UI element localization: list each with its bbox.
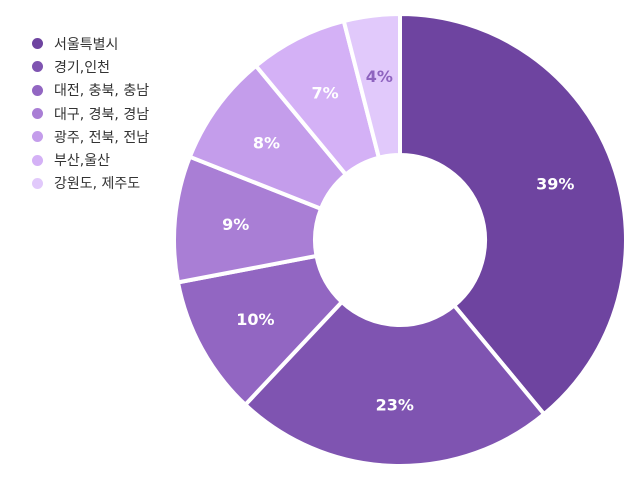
slice-gangwon-jeju [341,12,402,160]
legend-label: 서울특별시 [54,36,119,53]
slice-seoul [398,12,628,417]
legend-label: 부산,울산 [54,153,110,170]
legend-item-daegu-gyeongbuk-gyeongnam: 대구, 경북, 경남 [32,102,149,125]
slice-label-gwangju-jeonbuk-jeonnam: 8% [253,134,280,153]
legend-label: 경기,인천 [54,59,110,76]
legend-dot-icon [32,177,43,189]
legend-dot-icon [32,154,43,166]
slice-label-busan-ulsan: 7% [312,83,339,102]
legend-item-gangwon-jeju: 강원도, 제주도 [32,172,149,195]
slice-labels: 39% 23% 10% 9% 8% 7% 4% [222,67,574,415]
slice-label-gyeonggi-incheon: 23% [376,395,414,414]
donut-slices [172,12,628,468]
legend-label: 광주, 전북, 전남 [54,129,150,146]
legend-dot-icon [32,131,43,143]
legend-item-gwangju-jeonbuk-jeonnam: 광주, 전북, 전남 [32,125,149,148]
slice-daejeon-chungbuk-chungnam [176,253,344,407]
slice-label-gangwon-jeju: 4% [366,67,393,86]
legend-dot-icon [32,38,43,50]
legend-label: 강원도, 제주도 [54,176,141,193]
legend-dot-icon [32,84,43,96]
slice-label-daegu-gyeongbuk-gyeongnam: 9% [222,215,249,234]
legend-label: 대구, 경북, 경남 [54,106,150,123]
legend-item-busan-ulsan: 부산,울산 [32,148,149,171]
legend-item-daejeon-chungbuk-chungnam: 대전, 충북, 충남 [32,79,149,102]
legend-label: 대전, 충북, 충남 [54,83,150,100]
legend-dot-icon [32,108,43,120]
legend-dot-icon [32,61,43,73]
legend-item-seoul: 서울특별시 [32,32,149,55]
slice-label-daejeon-chungbuk-chungnam: 10% [236,310,274,329]
slice-label-seoul: 39% [536,175,574,194]
legend-item-gyeonggi-incheon: 경기,인천 [32,55,149,78]
slice-gyeonggi-incheon [243,299,547,468]
